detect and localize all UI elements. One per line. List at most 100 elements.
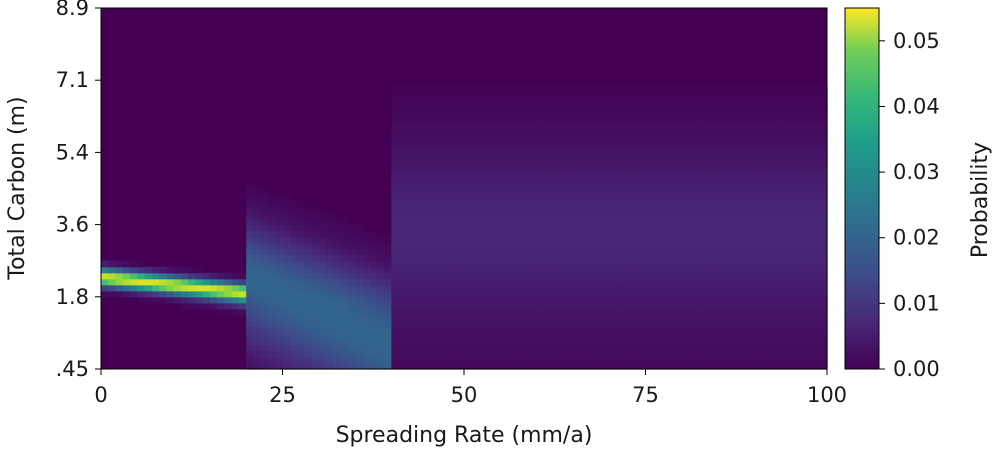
heatmap-cell bbox=[616, 272, 625, 280]
heatmap-cell bbox=[718, 170, 726, 178]
heatmap-cell bbox=[456, 308, 465, 316]
heatmap-cell bbox=[391, 104, 400, 111]
heatmap-cell bbox=[311, 230, 320, 238]
heatmap-cell bbox=[660, 326, 668, 334]
heatmap-cell bbox=[754, 128, 763, 135]
heatmap-cell bbox=[514, 206, 523, 214]
heatmap-cell bbox=[616, 248, 625, 256]
heatmap-cell bbox=[391, 296, 400, 304]
heatmap-cell bbox=[565, 212, 574, 220]
heatmap-cell bbox=[587, 98, 596, 105]
heatmap-cell bbox=[384, 248, 392, 256]
heatmap-cell bbox=[660, 314, 668, 322]
heatmap-cell bbox=[500, 140, 509, 147]
heatmap-cell bbox=[420, 332, 429, 340]
heatmap-cell bbox=[725, 224, 734, 232]
heatmap-cell bbox=[326, 254, 334, 262]
heatmap-cell bbox=[500, 110, 509, 117]
heatmap-cell bbox=[797, 116, 806, 123]
heatmap-cell bbox=[725, 236, 734, 244]
heatmap-cell bbox=[391, 122, 400, 129]
heatmap-cell bbox=[464, 146, 472, 153]
heatmap-cell bbox=[761, 194, 770, 202]
heatmap-cell bbox=[718, 110, 726, 117]
heatmap-cell bbox=[456, 278, 465, 286]
heatmap-cell bbox=[369, 278, 378, 286]
heatmap-cell bbox=[812, 152, 821, 160]
heatmap-cell bbox=[609, 284, 618, 292]
heatmap-cell bbox=[739, 356, 748, 364]
heatmap-cell bbox=[340, 224, 349, 232]
heatmap-cell bbox=[326, 362, 334, 370]
heatmap-cell bbox=[471, 206, 480, 214]
heatmap-cell bbox=[398, 278, 407, 286]
heatmap-cell bbox=[253, 290, 262, 298]
heatmap-cell bbox=[558, 278, 567, 286]
heatmap-cell bbox=[297, 206, 305, 214]
heatmap-cell bbox=[638, 254, 647, 262]
heatmap-cell bbox=[536, 170, 545, 178]
heatmap-cell bbox=[710, 200, 719, 208]
heatmap-cell bbox=[747, 182, 755, 190]
heatmap-cell bbox=[529, 320, 538, 328]
heatmap-cell bbox=[355, 260, 363, 268]
heatmap-cell bbox=[514, 356, 523, 364]
heatmap-cell bbox=[616, 254, 625, 262]
heatmap-cell bbox=[783, 326, 792, 334]
heatmap-cell bbox=[427, 278, 436, 286]
heatmap-cell bbox=[289, 206, 298, 214]
heatmap-cell bbox=[609, 188, 618, 196]
heatmap-cell bbox=[217, 302, 226, 310]
heatmap-cell bbox=[391, 134, 400, 141]
heatmap-cell bbox=[391, 224, 400, 232]
heatmap-cell bbox=[493, 242, 501, 250]
x-tick-label: 0 bbox=[94, 383, 107, 407]
heatmap-cell bbox=[362, 350, 371, 358]
heatmap-cell bbox=[558, 212, 567, 220]
heatmap-cell bbox=[442, 332, 451, 340]
heatmap-cell bbox=[514, 140, 523, 147]
heatmap-cell bbox=[776, 350, 785, 358]
heatmap-cell bbox=[645, 134, 654, 141]
heatmap-cell bbox=[703, 122, 712, 129]
heatmap-cell bbox=[514, 128, 523, 135]
heatmap-cell bbox=[326, 272, 334, 280]
heatmap-cell bbox=[464, 158, 472, 166]
heatmap-cell bbox=[601, 152, 610, 160]
heatmap-cell bbox=[761, 302, 770, 310]
heatmap-cell bbox=[253, 350, 262, 358]
heatmap-cell bbox=[819, 206, 828, 214]
heatmap-cell bbox=[594, 362, 603, 370]
heatmap-cell bbox=[638, 350, 647, 358]
heatmap-cell bbox=[514, 188, 523, 196]
heatmap-cell bbox=[790, 266, 799, 274]
heatmap-cell bbox=[747, 86, 755, 93]
heatmap-cell bbox=[108, 260, 117, 268]
heatmap-cell bbox=[311, 350, 320, 358]
heatmap-cell bbox=[195, 296, 204, 304]
heatmap-cell bbox=[812, 140, 821, 147]
heatmap-cell bbox=[790, 182, 799, 190]
heatmap-cell bbox=[180, 284, 189, 292]
heatmap-cell bbox=[101, 266, 109, 274]
heatmap-cell bbox=[616, 326, 625, 334]
heatmap-cell bbox=[580, 176, 589, 184]
heatmap-cell bbox=[652, 92, 661, 99]
heatmap-cell bbox=[739, 212, 748, 220]
heatmap-cell bbox=[355, 326, 363, 334]
heatmap-cell bbox=[326, 236, 334, 244]
heatmap-cell bbox=[718, 140, 726, 147]
heatmap-cell bbox=[594, 116, 603, 123]
heatmap-cell bbox=[275, 266, 284, 274]
heatmap-cell bbox=[485, 338, 494, 346]
heatmap-cell bbox=[543, 200, 552, 208]
heatmap-cell bbox=[493, 362, 501, 370]
heatmap-cell bbox=[819, 140, 828, 147]
heatmap-cell bbox=[464, 314, 472, 322]
heatmap-cell bbox=[616, 218, 625, 226]
heatmap-cell bbox=[594, 98, 603, 105]
heatmap-cell bbox=[369, 272, 378, 280]
heatmap-cell bbox=[797, 158, 806, 166]
heatmap-cell bbox=[551, 302, 559, 310]
heatmap-cell bbox=[638, 110, 647, 117]
